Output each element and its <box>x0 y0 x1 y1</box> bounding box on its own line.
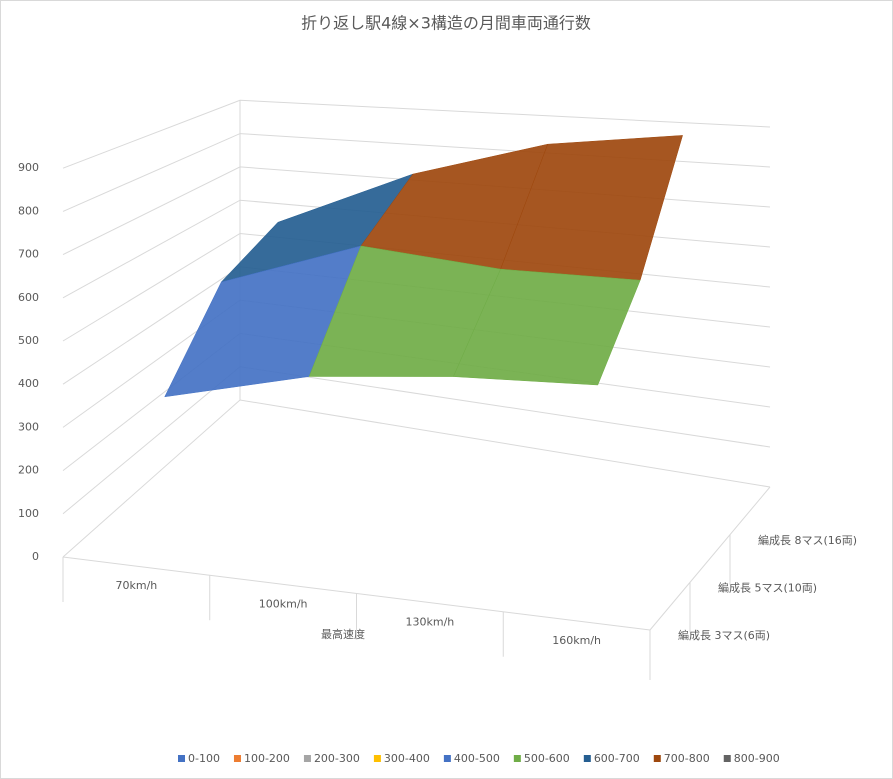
x-tick-label: 70km/h <box>115 579 157 592</box>
x-tick-label: 160km/h <box>552 634 601 647</box>
chart-title: 折り返し駅4線×3構造の月間車両通行数 <box>301 14 591 33</box>
legend-label: 100-200 <box>244 752 290 765</box>
series-label: 編成長 5マス(10両) <box>718 581 817 595</box>
surface-patch <box>453 268 641 386</box>
legend-swatch <box>373 755 381 762</box>
legend-label: 500-600 <box>524 752 570 765</box>
y-tick-label: 200 <box>18 464 39 477</box>
y-tick-label: 900 <box>18 161 39 174</box>
legend-swatch <box>178 755 185 762</box>
legend-label: 700-800 <box>664 752 710 765</box>
legend-swatch <box>723 755 731 762</box>
legend-label: 600-700 <box>594 752 640 765</box>
legend-swatch <box>443 755 451 762</box>
y-tick-label: 500 <box>18 334 39 347</box>
legend-label: 200-300 <box>314 752 360 765</box>
legend-label: 300-400 <box>384 752 430 765</box>
y-tick-label: 800 <box>18 204 39 217</box>
legend-swatch <box>583 755 591 762</box>
x-axis-title: 最高速度 <box>321 627 365 641</box>
y-tick-label: 300 <box>18 420 39 433</box>
y-tick-label: 700 <box>18 248 39 261</box>
y-tick-label: 600 <box>18 291 39 304</box>
x-tick-label: 100km/h <box>259 597 308 610</box>
x-tick-label: 130km/h <box>405 616 454 629</box>
floor-edge <box>649 486 771 631</box>
legend-label: 400-500 <box>454 752 500 765</box>
legend-swatch <box>653 755 661 762</box>
legend-label: 800-900 <box>734 752 780 765</box>
y-tick-label: 400 <box>18 377 39 390</box>
legend-swatch <box>303 755 311 762</box>
legend-swatch <box>233 755 241 762</box>
legend-swatch <box>513 755 521 762</box>
y-tick-label: 100 <box>18 507 39 520</box>
series-label: 編成長 3マス(6両) <box>678 628 770 642</box>
series-label: 編成長 8マス(16両) <box>758 533 857 547</box>
legend-label: 0-100 <box>188 752 220 765</box>
y-tick-label: 0 <box>32 550 39 563</box>
